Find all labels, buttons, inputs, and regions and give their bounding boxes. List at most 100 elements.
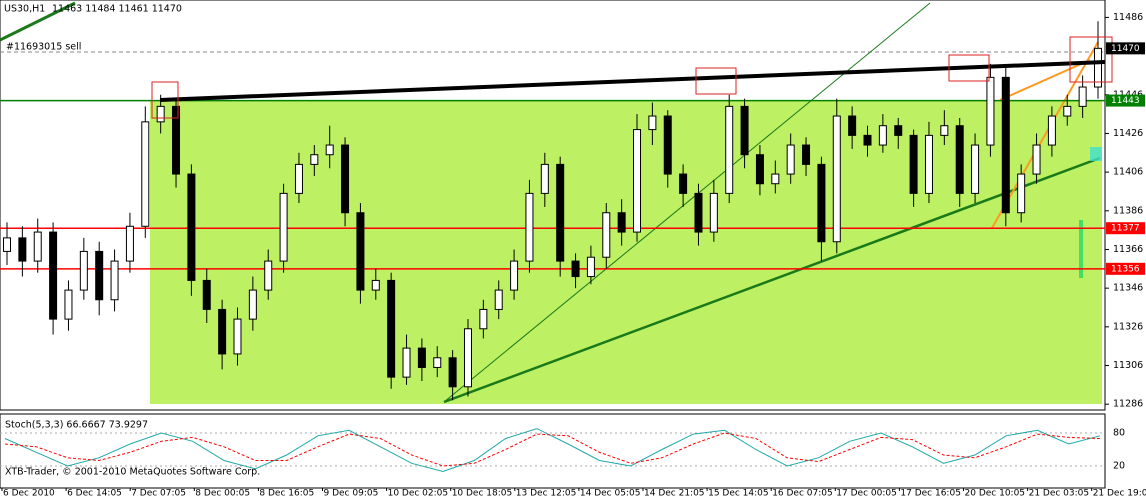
candle-body	[663, 115, 672, 175]
stoch-k	[4, 428, 1101, 473]
candle-body	[264, 260, 273, 291]
candle-body	[1047, 115, 1056, 146]
candle-body	[49, 231, 58, 320]
candle-body	[218, 308, 227, 355]
candle-body	[848, 115, 857, 136]
candle-body	[924, 134, 933, 194]
overlay	[151, 36, 1113, 119]
footer: XTB-Trader, © 2001-2010 MetaQuotes Softw…	[5, 467, 260, 478]
trend-line	[443, 156, 1101, 404]
level-label-box	[1106, 94, 1145, 107]
candle-body	[1017, 173, 1026, 214]
candle-body	[1094, 47, 1102, 88]
level-label: 11356	[1111, 264, 1140, 274]
candle-body	[417, 347, 426, 368]
x-tick-label: 8 Dec 00:05	[195, 489, 250, 499]
y-tick-label: 11486	[1113, 12, 1143, 23]
x-tick-label: 10 Dec 18:05	[452, 489, 513, 499]
y-tick-label: 11386	[1113, 205, 1143, 216]
candle-body	[510, 260, 519, 291]
candle-body	[525, 192, 534, 262]
level-label-box	[1106, 262, 1145, 275]
candle-body	[679, 173, 688, 194]
candle-body	[479, 308, 488, 330]
candle-body	[709, 192, 718, 233]
candle-body	[294, 163, 303, 194]
candle-body	[802, 144, 811, 165]
candle-body	[187, 173, 196, 281]
x-tick-label: 8 Dec 16:05	[259, 489, 314, 499]
y-tick-label: 11406	[1113, 167, 1143, 178]
y-tick-label: 11306	[1113, 360, 1143, 371]
candle-body	[79, 250, 88, 291]
candle-body	[540, 163, 549, 194]
highlight-box	[151, 81, 179, 119]
x-tick-label: 17 Dec 00:05	[836, 489, 897, 499]
stoch-label: Stoch(5,3,3) 66.6667 73.9297	[5, 420, 148, 431]
price-label: 11470	[1111, 44, 1140, 54]
trend-line	[0, 1, 76, 42]
candle-body	[463, 328, 472, 388]
x-tick-label: 16 Dec 07:05	[772, 489, 833, 499]
candle-body	[64, 289, 73, 320]
candle-body	[248, 289, 257, 320]
x-tick-label: 21 Dec 19:05	[1093, 489, 1146, 499]
candle-body	[740, 105, 749, 156]
resistance-line	[159, 60, 1106, 102]
candle-body	[18, 237, 27, 262]
candle-body	[755, 154, 764, 185]
x-tick-label: 14 Dec 05:05	[580, 489, 641, 499]
candle-body	[356, 212, 365, 291]
candle-body	[95, 250, 104, 301]
candle-body	[371, 279, 380, 291]
y-tick-label: 11366	[1113, 244, 1143, 255]
candle-body	[433, 357, 442, 368]
candle-body	[1078, 86, 1087, 107]
candle-body	[125, 225, 134, 262]
candle-body	[817, 163, 826, 243]
x-tick-label: 9 Dec 09:05	[324, 489, 379, 499]
candle-body	[141, 121, 150, 227]
candle-body	[878, 125, 887, 146]
candle-body	[402, 347, 411, 378]
y-tick-label: 11326	[1113, 321, 1143, 332]
highlight-box	[1069, 36, 1113, 83]
candle-body	[940, 125, 949, 136]
candle-body	[771, 173, 780, 185]
candle-body	[633, 129, 642, 233]
x-tick-label: 20 Dec 10:05	[965, 489, 1026, 499]
candle-body	[571, 260, 580, 278]
candle-body	[986, 76, 995, 146]
candle-body	[725, 105, 734, 194]
candle-body	[341, 144, 350, 214]
candle-body	[310, 154, 319, 165]
marker-bar	[1079, 220, 1083, 278]
order-label: #11693015 sell	[6, 42, 81, 53]
y-tick-label: 11426	[1113, 128, 1143, 139]
x-tick-label: 6 Dec 14:05	[67, 489, 122, 499]
highlight-box	[948, 54, 990, 82]
x-tick-label: 10 Dec 02:05	[388, 489, 449, 499]
y-tick-label: 11286	[1113, 399, 1143, 410]
candle-body	[955, 125, 964, 194]
level-label-box	[1106, 222, 1145, 235]
x-tick-label: 14 Dec 21:05	[644, 489, 705, 499]
candle-body	[602, 212, 611, 258]
candles	[3, 21, 1102, 401]
candle-body	[648, 115, 657, 131]
candle-body	[894, 125, 903, 136]
trend-line	[443, 2, 931, 403]
candle-body	[156, 105, 165, 123]
candle-body	[1063, 105, 1072, 117]
x-tick-label: 7 Dec 07:05	[131, 489, 186, 499]
candle-body	[694, 192, 703, 233]
candle-body	[556, 163, 565, 262]
candle-body	[172, 105, 181, 175]
highlight-box	[695, 67, 737, 95]
candle-body	[617, 212, 626, 233]
candle-body	[3, 237, 11, 252]
price-label-box	[1106, 42, 1145, 55]
x-tick-label: 21 Dec 03:05	[1029, 489, 1090, 499]
candle-body	[786, 144, 795, 175]
level-label: 11443	[1111, 96, 1140, 106]
